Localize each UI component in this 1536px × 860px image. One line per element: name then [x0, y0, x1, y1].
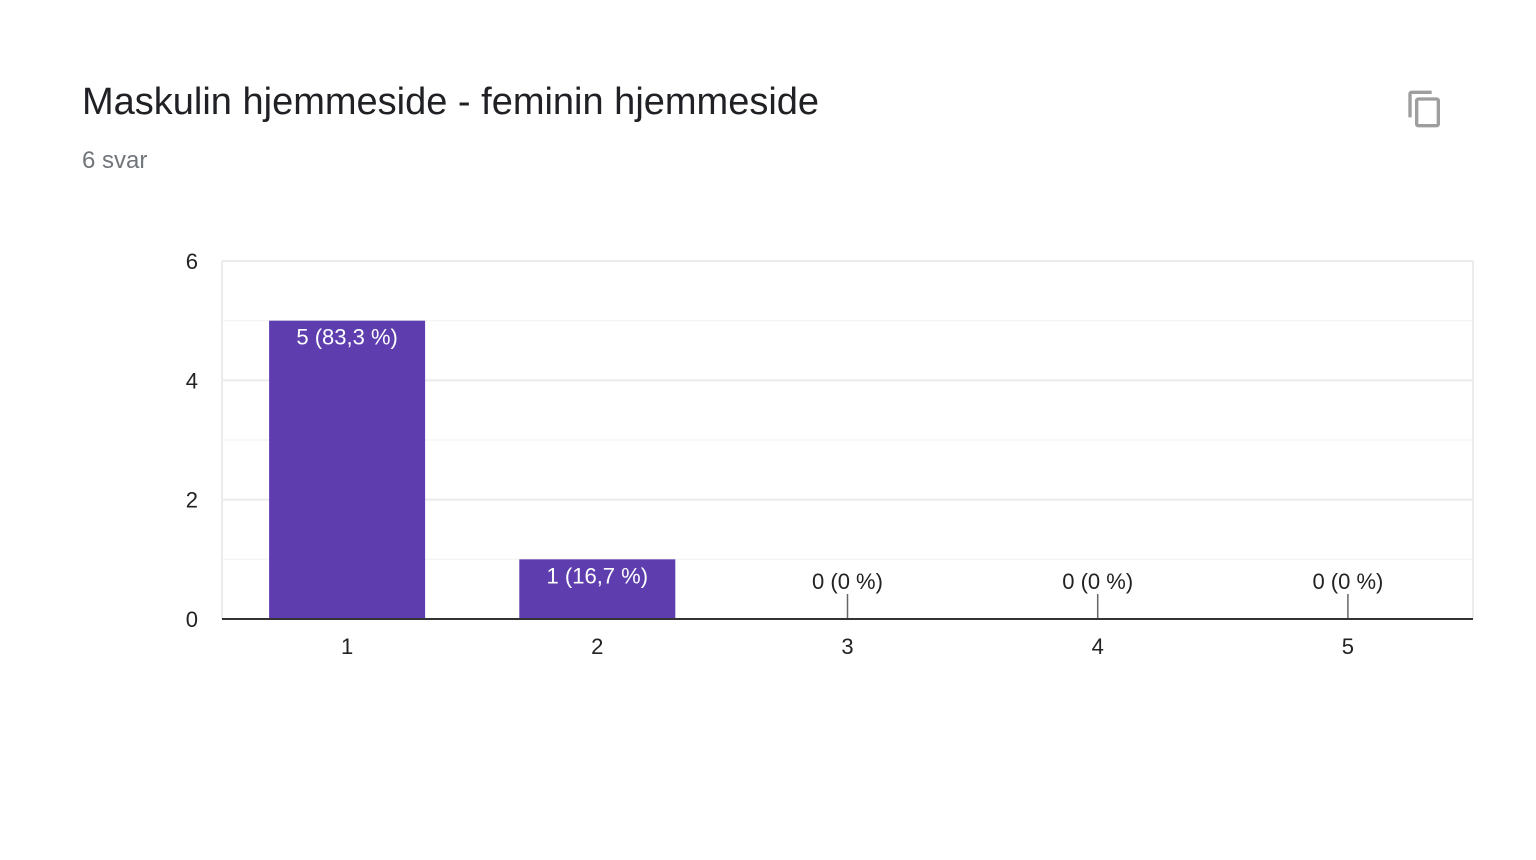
y-tick-label: 6 [186, 249, 198, 274]
response-count: 6 svar [82, 147, 148, 174]
copy-icon [1408, 90, 1440, 128]
grid-lines [221, 260, 1474, 619]
zero-value-markers [846, 594, 1349, 619]
y-tick-label: 0 [186, 607, 198, 632]
data-label: 0 (0 %) [1312, 569, 1383, 594]
y-tick-label: 2 [186, 488, 198, 513]
chart-title: Maskulin hjemmeside - feminin hjemmeside [82, 81, 820, 123]
x-tick-label: 4 [1092, 634, 1104, 659]
bar [519, 559, 676, 619]
bar [269, 320, 426, 619]
data-label: 5 (83,3 %) [296, 325, 398, 350]
x-tick-label: 1 [341, 634, 353, 659]
copy-chart-button[interactable] [1396, 80, 1454, 138]
axes: 0 2 4 6 1 2 3 4 5 [186, 249, 1473, 659]
bars [269, 320, 676, 619]
data-label: 0 (0 %) [1062, 569, 1133, 594]
data-labels: 5 (83,3 %) 1 (16,7 %) 0 (0 %) 0 (0 %) 0 (0 %… [296, 325, 1383, 594]
x-tick-label: 3 [841, 634, 853, 659]
y-tick-label: 4 [186, 368, 198, 393]
x-tick-label: 2 [591, 634, 603, 659]
data-label: 1 (16,7 %) [547, 563, 649, 588]
x-tick-label: 5 [1342, 634, 1354, 659]
data-label: 0 (0 %) [812, 569, 883, 594]
